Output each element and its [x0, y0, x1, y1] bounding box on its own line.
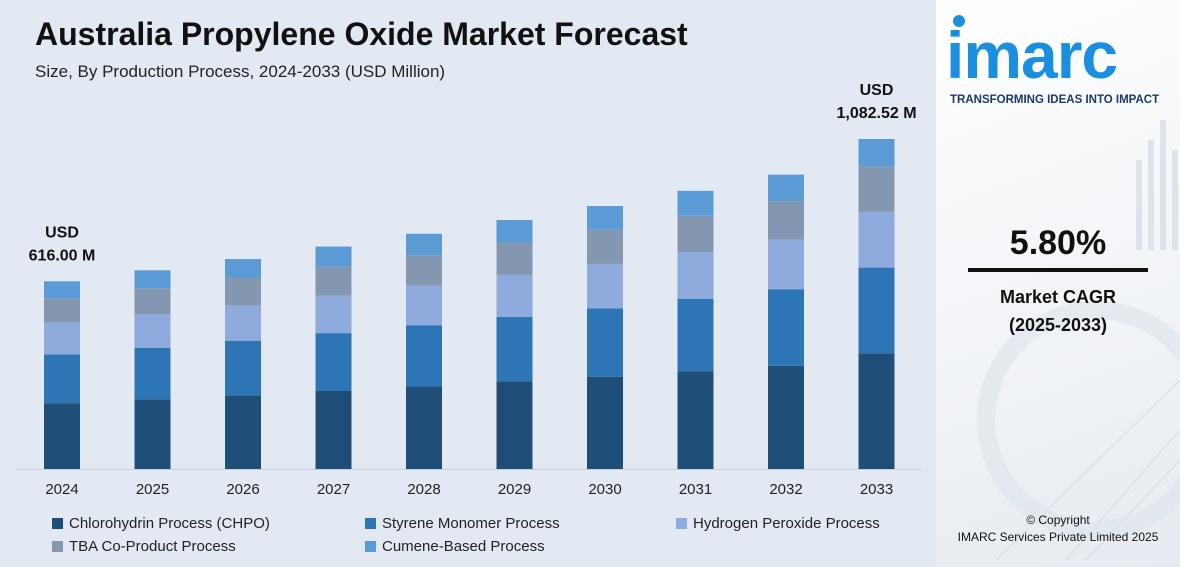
legend-item-styrene-monomer: Styrene Monomer Process — [365, 515, 560, 532]
chart-subtitle: Size, By Production Process, 2024-2033 (… — [35, 62, 446, 81]
legend-label: TBA Co-Product Process — [69, 538, 236, 555]
x-tick-label-2030: 2030 — [588, 481, 621, 498]
bar-segment-2024-series-4 — [44, 281, 80, 299]
bar-segment-2032-series-2 — [768, 239, 804, 290]
bar-segment-2027-series-2 — [315, 295, 352, 334]
total-annotation-2024-line-2: 616.00 M — [29, 247, 96, 264]
legend-item-chpo: Chlorohydrin Process (CHPO) — [52, 515, 270, 532]
bar-segment-2033-series-1 — [858, 267, 895, 354]
stacked-bar-chart: 2024 2025 2026 2027 2028 2029 2030 2031 2032 2033… — [16, 82, 922, 498]
legend-label: Cumene-Based Process — [382, 538, 545, 555]
bar-segment-2032-series-1 — [768, 289, 804, 366]
bar-segment-2029-series-1 — [496, 316, 533, 382]
bar-segment-2029-series-3 — [496, 242, 533, 275]
bar-segment-2025-series-0 — [134, 399, 171, 469]
bar-segment-2031-series-2 — [677, 252, 714, 299]
logo-dot — [953, 15, 965, 27]
cagr-value: 5.80% — [1009, 224, 1107, 262]
legend-swatch — [52, 541, 63, 552]
logo-tagline: TRANSFORMING IDEAS INTO IMPACT — [950, 94, 1160, 106]
bar-segment-2033-series-2 — [858, 211, 895, 268]
bar-segment-2025-series-1 — [134, 347, 171, 400]
bar-segment-2029-series-2 — [496, 274, 533, 317]
chart-title: Australia Propylene Oxide Market Forecas… — [35, 16, 688, 52]
x-tick-label-2029: 2029 — [498, 481, 531, 498]
bar-segment-2033-series-0 — [858, 353, 895, 469]
bar-segment-2031-series-4 — [677, 190, 714, 216]
legend-item-tba-co-product: TBA Co-Product Process — [52, 538, 236, 555]
imarc-logo: imarc — [946, 18, 1118, 92]
company-name: IMARC Services Private Limited 2025 — [957, 530, 1159, 544]
x-tick-label-2032: 2032 — [769, 481, 802, 498]
legend-label: Hydrogen Peroxide Process — [693, 515, 880, 532]
bar-segment-2033-series-4 — [858, 139, 895, 167]
legend-swatch — [52, 518, 63, 529]
bar-segment-2030-series-3 — [587, 229, 623, 264]
bar-segment-2032-series-4 — [768, 174, 804, 202]
bar-segment-2027-series-4 — [315, 246, 352, 267]
bar-segment-2033-series-3 — [858, 166, 895, 212]
bar-segment-2026-series-0 — [225, 395, 261, 469]
total-annotation-2033-line-1: USD — [860, 82, 894, 99]
bar-segment-2031-series-3 — [677, 215, 714, 253]
x-tick-label-2028: 2028 — [407, 481, 440, 498]
legend-swatch — [676, 518, 687, 529]
bar-segment-2028-series-2 — [406, 285, 442, 326]
bar-segment-2029-series-4 — [496, 220, 533, 243]
bar-segment-2032-series-0 — [768, 365, 804, 469]
x-tick-label-2033: 2033 — [860, 481, 893, 498]
cagr-label: Market CAGR — [999, 287, 1117, 307]
bar-segment-2029-series-0 — [496, 381, 533, 469]
bar-segment-2027-series-3 — [315, 266, 352, 296]
legend-swatch — [365, 541, 376, 552]
bar-segment-2030-series-4 — [587, 206, 623, 230]
x-tick-label-2026: 2026 — [226, 481, 259, 498]
bar-segment-2031-series-0 — [677, 371, 714, 469]
legend-item-hydrogen-peroxide: Hydrogen Peroxide Process — [676, 515, 880, 532]
legend-swatch — [365, 518, 376, 529]
bar-segment-2027-series-1 — [315, 333, 352, 391]
bar-segment-2026-series-3 — [225, 277, 261, 306]
bar-segment-2026-series-4 — [225, 259, 261, 278]
bar-segment-2024-series-0 — [44, 403, 80, 469]
bar-segment-2026-series-2 — [225, 305, 261, 341]
legend-item-cumene-based: Cumene-Based Process — [365, 538, 545, 555]
x-tick-label-2031: 2031 — [679, 481, 712, 498]
legend-label: Chlorohydrin Process (CHPO) — [69, 515, 270, 532]
cagr-divider — [968, 268, 1148, 272]
bar-segment-2025-series-2 — [134, 314, 171, 348]
x-tick-label-2025: 2025 — [136, 481, 169, 498]
bar-segment-2025-series-4 — [134, 270, 171, 289]
bar-segment-2030-series-1 — [587, 308, 623, 377]
cagr-period: (2025-2033) — [1008, 315, 1108, 335]
bar-segment-2025-series-3 — [134, 288, 171, 315]
decorative-background — [977, 120, 1180, 561]
bar-segment-2028-series-0 — [406, 386, 442, 469]
legend-label: Styrene Monomer Process — [382, 515, 560, 532]
bar-segment-2026-series-1 — [225, 340, 261, 396]
bar-segment-2030-series-0 — [587, 376, 623, 469]
total-annotation-2033-line-2: 1,082.52 M — [836, 105, 916, 122]
bar-segment-2027-series-0 — [315, 390, 352, 469]
bar-segment-2028-series-4 — [406, 233, 442, 256]
x-tick-label-2027: 2027 — [317, 481, 350, 498]
x-tick-label-2024: 2024 — [45, 481, 78, 498]
bar-segment-2024-series-3 — [44, 298, 80, 323]
bar-segment-2028-series-1 — [406, 325, 442, 387]
total-annotation-2024-line-1: USD — [45, 224, 79, 241]
bar-segment-2028-series-3 — [406, 255, 442, 286]
bar-segment-2031-series-1 — [677, 298, 714, 372]
bar-segment-2024-series-1 — [44, 354, 80, 404]
side-panel: imarc TRANSFORMING IDEAS INTO IMPACT 5.8… — [936, 0, 1180, 567]
bar-segment-2030-series-2 — [587, 263, 623, 309]
bar-segment-2032-series-3 — [768, 201, 804, 240]
bar-segment-2024-series-2 — [44, 322, 80, 355]
copyright-notice: © Copyright — [1026, 513, 1090, 527]
chart-panel: Australia Propylene Oxide Market Forecas… — [0, 0, 936, 567]
